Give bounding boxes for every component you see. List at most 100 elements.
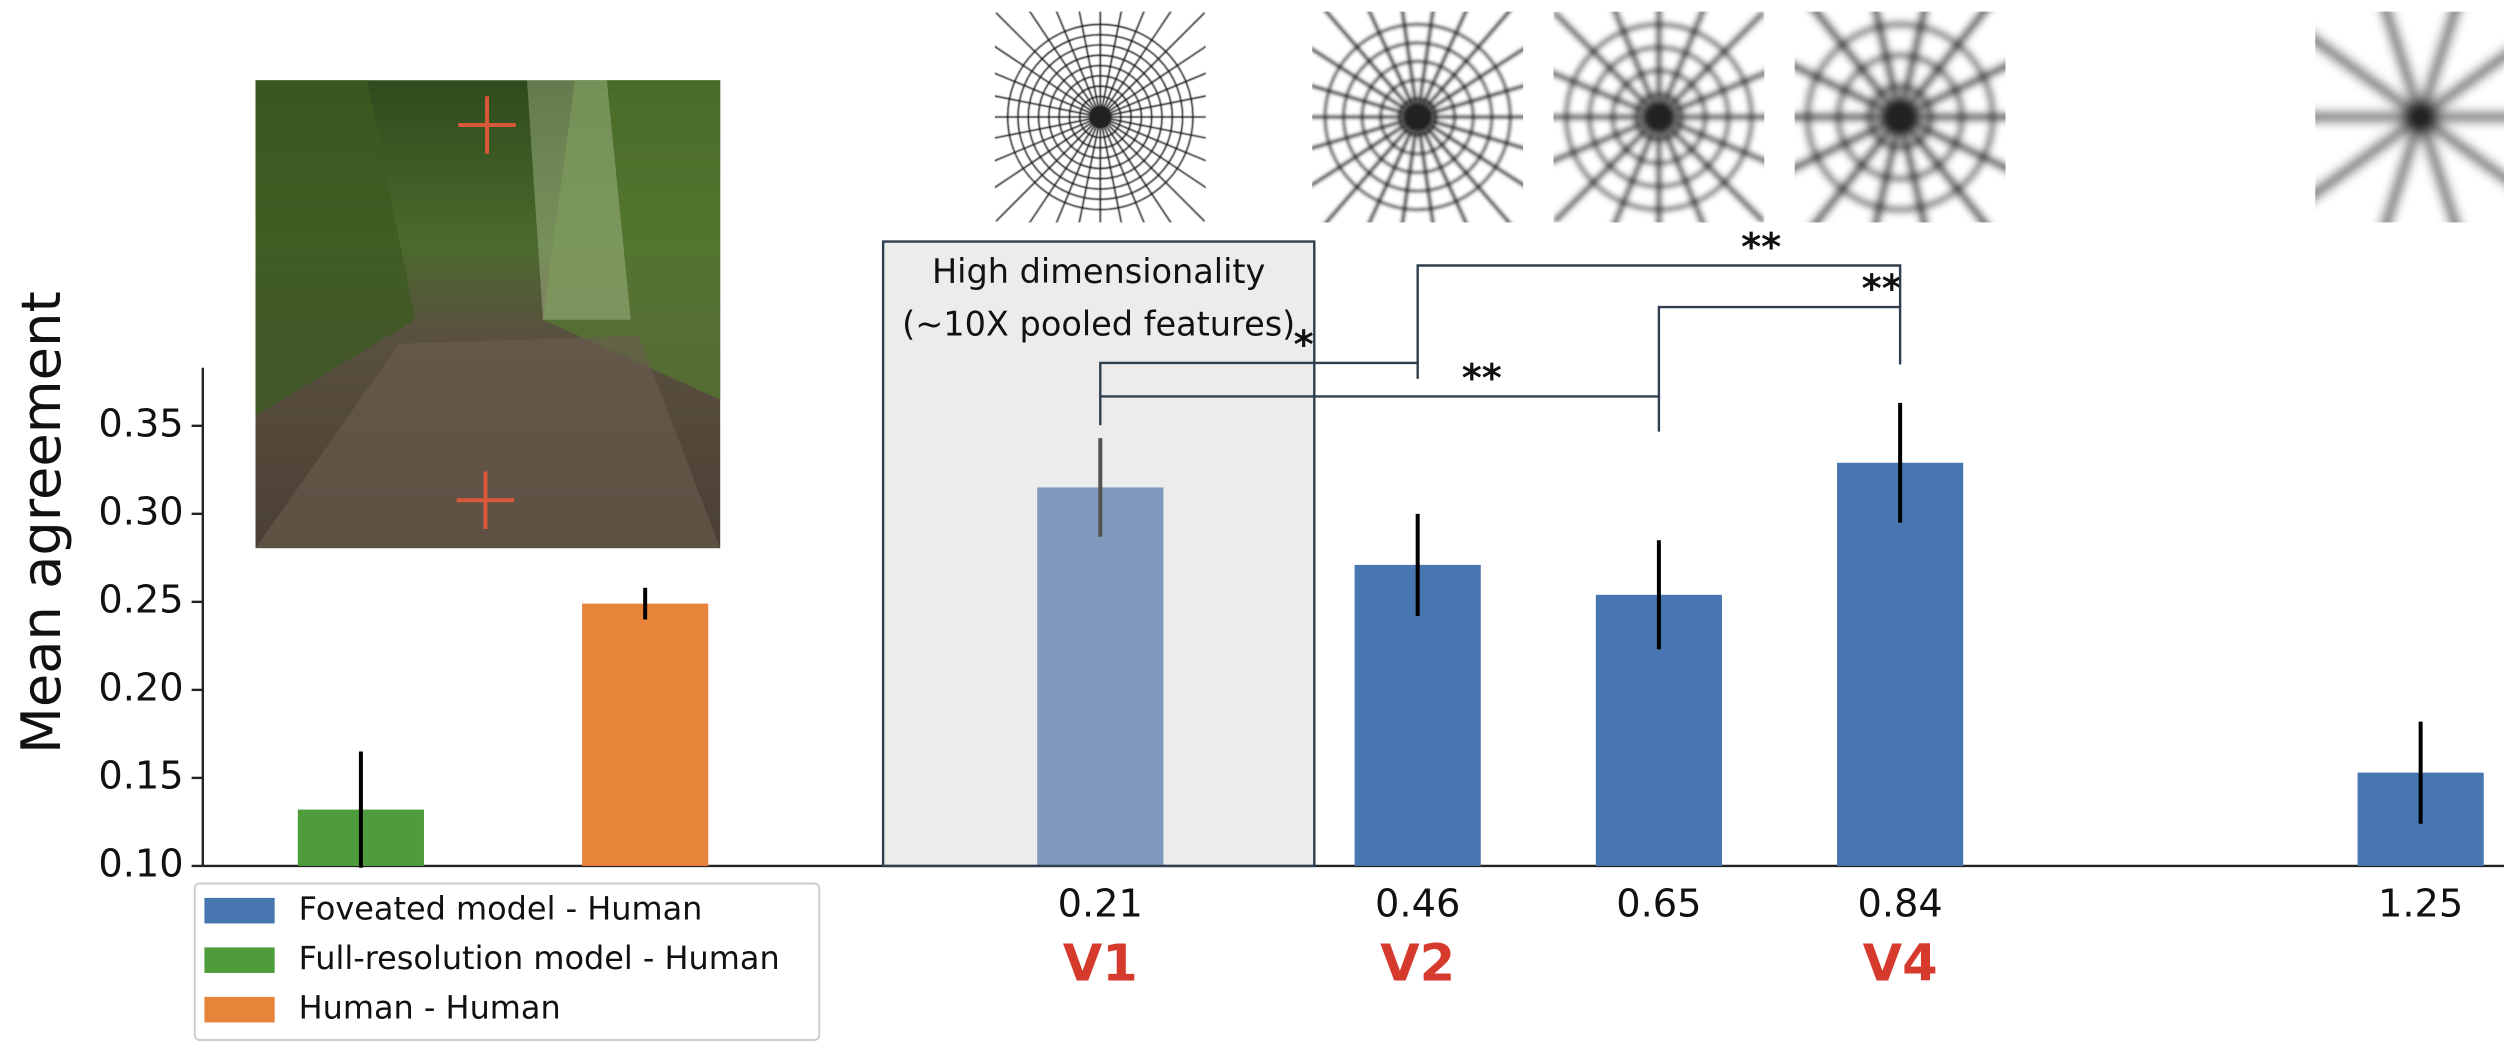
spoke (994, 45, 1101, 118)
spoke (2315, 113, 2424, 200)
bar (1037, 487, 1164, 866)
spoke (994, 116, 1101, 162)
ring (1633, 91, 1685, 143)
ring (1006, 23, 1194, 211)
spoke (1794, 113, 1902, 172)
spoke (1794, 61, 1902, 121)
spoke (1897, 114, 1990, 223)
spoke (994, 72, 1101, 118)
significance-label: ** (1862, 267, 1902, 312)
spoke (994, 95, 1101, 118)
ring (1089, 105, 1112, 129)
legend-label: Foveated model - Human (299, 890, 703, 928)
box-text: High dimensionality (932, 252, 1265, 291)
spoke (994, 116, 1101, 189)
pattern (994, 11, 1206, 223)
spoke (1028, 11, 1102, 118)
area-label: V4 (1863, 935, 1938, 994)
spoke (1078, 116, 1102, 223)
x-tick-label: 0.21 (1058, 881, 1143, 926)
spoke (1055, 116, 1102, 223)
y-tick-label: 0.35 (98, 401, 183, 446)
spoke (1099, 11, 1145, 118)
box-text: (~10X pooled features) (902, 305, 1295, 344)
spoke (1896, 11, 1929, 118)
spoke (1099, 116, 1206, 189)
ring (1027, 43, 1174, 190)
significance-bracket (1099, 361, 1419, 397)
x-tick-label: 0.84 (1857, 881, 1942, 926)
spoke (1028, 116, 1102, 223)
x-tick-label: 0.65 (1616, 881, 1701, 926)
spoke (2315, 34, 2424, 121)
spoke (1099, 116, 1145, 223)
spoke (1078, 11, 1102, 118)
spoke (1099, 72, 1206, 118)
ring (1017, 33, 1184, 201)
spoke (1099, 45, 1206, 118)
spoke (2417, 50, 2504, 121)
ring (1610, 68, 1708, 166)
spoke (995, 116, 1101, 222)
y-tick-label: 0.20 (98, 665, 183, 710)
ring (2406, 102, 2436, 132)
spoke (1898, 61, 2006, 121)
bar (1837, 462, 1964, 866)
ring (1564, 22, 1754, 212)
spoke (994, 116, 1101, 139)
ring (1058, 74, 1143, 160)
ring (1804, 21, 1996, 213)
spoke (1872, 116, 1904, 223)
spoke (1099, 116, 1172, 223)
pattern (1794, 11, 2006, 223)
y-axis-label: Mean agreement (10, 291, 73, 754)
significance-bracket (1416, 264, 1902, 363)
legend-label: Full-resolution model - Human (299, 939, 780, 977)
ring (1323, 22, 1512, 212)
spoke (1896, 116, 1929, 223)
y-tick-label: 0.15 (98, 753, 183, 798)
ring (1047, 64, 1153, 170)
spoke (1055, 11, 1102, 118)
receptive-field-patterns (994, 11, 2504, 223)
spoke (1811, 114, 1904, 223)
spoke (1898, 113, 2006, 172)
spoke (2381, 11, 2426, 119)
x-tick-label: 1.25 (2378, 881, 2463, 926)
ring (1397, 96, 1438, 138)
spoke (1099, 116, 1206, 222)
ring (1068, 85, 1133, 149)
spoke (995, 11, 1101, 118)
ring (1835, 52, 1965, 182)
ring (1360, 59, 1475, 175)
y-tick-label: 0.10 (98, 841, 183, 886)
pattern (1553, 11, 1765, 223)
spoke (1100, 95, 1206, 118)
legend-swatch (204, 996, 275, 1023)
significance-bracket (1099, 395, 1661, 432)
spoke (1897, 11, 1990, 120)
spoke (1099, 116, 1123, 223)
legend-swatch (204, 897, 275, 924)
ring (1587, 45, 1731, 189)
spoke (1099, 11, 1206, 118)
legend-swatch (204, 947, 275, 973)
significance-label: ** (1741, 225, 1781, 270)
y-tick-label: 0.25 (98, 577, 183, 622)
spoke (1872, 11, 1904, 118)
spoke (2416, 115, 2460, 223)
x-tick-label: 0.46 (1375, 881, 1460, 926)
area-label: V1 (1063, 935, 1138, 994)
significance-bracket (1657, 305, 1902, 397)
bar (582, 603, 709, 866)
ring (1341, 41, 1494, 193)
spoke (2417, 113, 2504, 184)
spoke (1099, 11, 1123, 118)
spoke (1099, 116, 1206, 162)
legend-box (193, 882, 821, 1041)
pattern (2315, 11, 2504, 223)
significance-label: ** (1462, 356, 1502, 401)
ring (1379, 78, 1457, 156)
high-dim-box (881, 240, 1316, 868)
